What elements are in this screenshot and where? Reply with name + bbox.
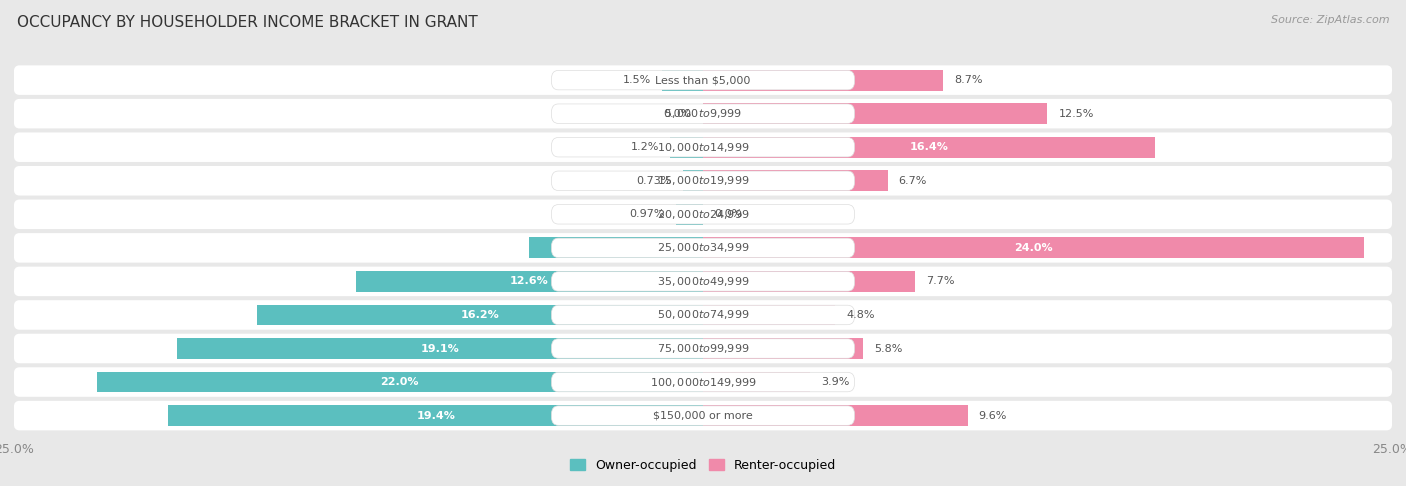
Text: 9.6%: 9.6% bbox=[979, 411, 1007, 420]
Bar bbox=[703, 103, 1047, 124]
Bar bbox=[703, 405, 967, 426]
Text: 0.97%: 0.97% bbox=[630, 209, 665, 219]
Bar bbox=[97, 372, 703, 393]
Text: $150,000 or more: $150,000 or more bbox=[654, 411, 752, 420]
FancyBboxPatch shape bbox=[551, 406, 855, 425]
FancyBboxPatch shape bbox=[14, 300, 1392, 330]
Text: Less than $5,000: Less than $5,000 bbox=[655, 75, 751, 85]
FancyBboxPatch shape bbox=[14, 233, 1392, 262]
Text: $25,000 to $34,999: $25,000 to $34,999 bbox=[657, 242, 749, 254]
Bar bbox=[703, 338, 863, 359]
Text: 12.5%: 12.5% bbox=[1059, 109, 1094, 119]
Bar bbox=[703, 137, 1154, 157]
Text: $100,000 to $149,999: $100,000 to $149,999 bbox=[650, 376, 756, 388]
Text: 6.3%: 6.3% bbox=[600, 243, 631, 253]
Text: OCCUPANCY BY HOUSEHOLDER INCOME BRACKET IN GRANT: OCCUPANCY BY HOUSEHOLDER INCOME BRACKET … bbox=[17, 15, 478, 30]
Text: $5,000 to $9,999: $5,000 to $9,999 bbox=[664, 107, 742, 120]
Bar bbox=[703, 271, 915, 292]
Bar bbox=[683, 171, 703, 191]
Text: $20,000 to $24,999: $20,000 to $24,999 bbox=[657, 208, 749, 221]
Bar bbox=[530, 238, 703, 258]
Text: 6.7%: 6.7% bbox=[898, 176, 927, 186]
FancyBboxPatch shape bbox=[551, 238, 855, 258]
Text: 24.0%: 24.0% bbox=[1014, 243, 1053, 253]
Bar bbox=[703, 171, 887, 191]
FancyBboxPatch shape bbox=[551, 339, 855, 358]
Text: 19.4%: 19.4% bbox=[416, 411, 456, 420]
Text: 0.73%: 0.73% bbox=[637, 176, 672, 186]
Text: $50,000 to $74,999: $50,000 to $74,999 bbox=[657, 309, 749, 321]
Text: 12.6%: 12.6% bbox=[510, 277, 548, 286]
Text: 16.2%: 16.2% bbox=[460, 310, 499, 320]
Text: 16.4%: 16.4% bbox=[910, 142, 949, 152]
FancyBboxPatch shape bbox=[551, 272, 855, 291]
FancyBboxPatch shape bbox=[14, 99, 1392, 128]
FancyBboxPatch shape bbox=[14, 334, 1392, 363]
FancyBboxPatch shape bbox=[551, 70, 855, 90]
Text: 7.7%: 7.7% bbox=[927, 277, 955, 286]
Bar bbox=[177, 338, 703, 359]
Text: 0.0%: 0.0% bbox=[664, 109, 692, 119]
FancyBboxPatch shape bbox=[14, 267, 1392, 296]
Bar bbox=[669, 137, 703, 157]
FancyBboxPatch shape bbox=[551, 305, 855, 325]
FancyBboxPatch shape bbox=[14, 401, 1392, 431]
Text: 1.5%: 1.5% bbox=[623, 75, 651, 85]
FancyBboxPatch shape bbox=[551, 104, 855, 123]
Bar bbox=[676, 204, 703, 225]
Bar bbox=[703, 305, 835, 325]
FancyBboxPatch shape bbox=[551, 372, 855, 392]
Bar bbox=[703, 238, 1364, 258]
Text: $10,000 to $14,999: $10,000 to $14,999 bbox=[657, 141, 749, 154]
Text: 0.0%: 0.0% bbox=[714, 209, 742, 219]
Legend: Owner-occupied, Renter-occupied: Owner-occupied, Renter-occupied bbox=[565, 453, 841, 477]
FancyBboxPatch shape bbox=[14, 200, 1392, 229]
Text: 19.1%: 19.1% bbox=[420, 344, 460, 353]
Text: 1.2%: 1.2% bbox=[630, 142, 659, 152]
Text: 3.9%: 3.9% bbox=[821, 377, 849, 387]
Text: $15,000 to $19,999: $15,000 to $19,999 bbox=[657, 174, 749, 187]
Text: 8.7%: 8.7% bbox=[953, 75, 983, 85]
Bar bbox=[169, 405, 703, 426]
FancyBboxPatch shape bbox=[14, 65, 1392, 95]
FancyBboxPatch shape bbox=[551, 205, 855, 224]
Text: Source: ZipAtlas.com: Source: ZipAtlas.com bbox=[1271, 15, 1389, 25]
FancyBboxPatch shape bbox=[551, 138, 855, 157]
FancyBboxPatch shape bbox=[14, 166, 1392, 195]
Bar bbox=[703, 69, 943, 90]
Text: 22.0%: 22.0% bbox=[381, 377, 419, 387]
Bar bbox=[256, 305, 703, 325]
Text: 4.8%: 4.8% bbox=[846, 310, 875, 320]
Text: $75,000 to $99,999: $75,000 to $99,999 bbox=[657, 342, 749, 355]
Bar bbox=[703, 372, 810, 393]
Bar bbox=[356, 271, 703, 292]
FancyBboxPatch shape bbox=[551, 171, 855, 191]
Text: 5.8%: 5.8% bbox=[875, 344, 903, 353]
FancyBboxPatch shape bbox=[14, 133, 1392, 162]
Bar bbox=[662, 69, 703, 90]
Text: $35,000 to $49,999: $35,000 to $49,999 bbox=[657, 275, 749, 288]
FancyBboxPatch shape bbox=[14, 367, 1392, 397]
